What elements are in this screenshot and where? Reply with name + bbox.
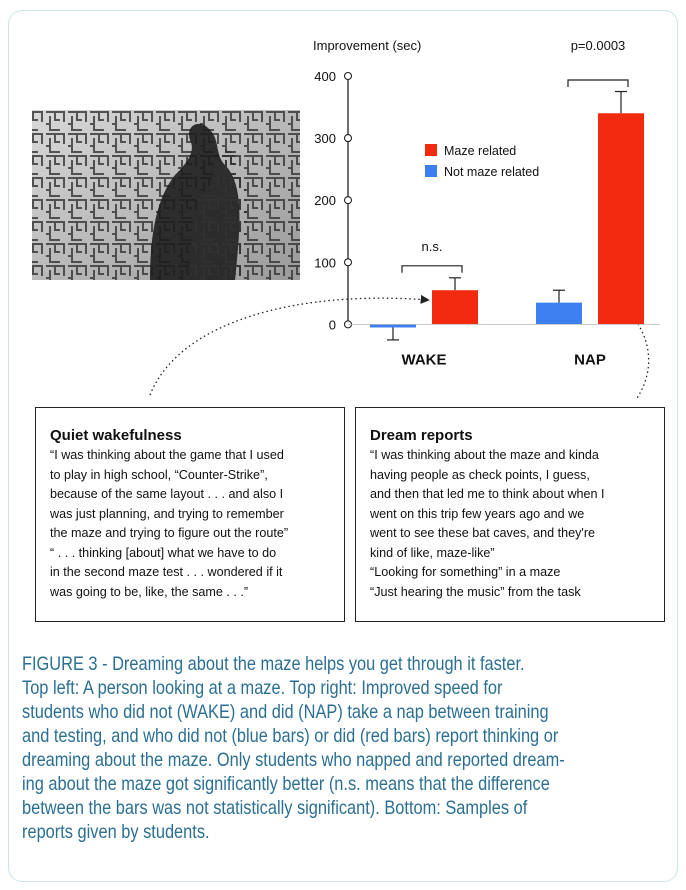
- caption-line: between the bars was not statistically s…: [22, 796, 568, 820]
- quote-line: because of the same layout . . . and als…: [50, 485, 344, 505]
- caption-line: and testing, and who did not (blue bars)…: [22, 724, 568, 748]
- quote-line: was going to be, like, the same . . .”: [50, 583, 344, 603]
- legend-label: Not maze related: [444, 165, 539, 179]
- bar: [598, 113, 644, 324]
- quote-line: was just planning, and trying to remembe…: [50, 505, 344, 525]
- quote-line: “ . . . thinking [about] what we have to…: [50, 544, 344, 564]
- y-tick-label: 200: [314, 193, 336, 208]
- y-tick: [345, 259, 352, 266]
- bar: [536, 303, 582, 325]
- annotation: n.s.: [422, 239, 443, 254]
- box-title: Quiet wakefulness: [50, 426, 344, 446]
- quote-line: to play in high school, “Counter-Strike”…: [50, 466, 344, 486]
- quote-line: “Just hearing the music” from the task: [370, 583, 664, 603]
- quote-line: in the second maze test . . . wondered i…: [50, 563, 344, 583]
- figure: Improvement (sec) 0 100 200 300 400 Maze rela…: [0, 0, 686, 400]
- y-tick-label: 100: [314, 255, 336, 270]
- caption-line: dreaming about the maze. Only students w…: [22, 748, 568, 772]
- maze-photo: [32, 110, 300, 280]
- caption-line: reports given by students.: [22, 820, 568, 844]
- caption-line: Top left: A person looking at a maze. To…: [22, 676, 568, 700]
- y-tick-label: 0: [329, 317, 336, 332]
- y-tick: [345, 73, 352, 80]
- quote-line: “I was thinking about the game that I us…: [50, 446, 344, 466]
- y-tick-label: 300: [314, 131, 336, 146]
- quote-line: having people as check points, I guess,: [370, 466, 664, 486]
- caption-line: FIGURE 3 - Dreaming about the maze helps…: [22, 652, 568, 676]
- x-tick-label: WAKE: [402, 351, 447, 368]
- box-title: Dream reports: [370, 426, 664, 446]
- quote-box: Dream reports “I was thinking about the …: [355, 407, 665, 622]
- quote-line: went on this trip few years ago and we: [370, 505, 664, 525]
- x-tick-label: NAP: [574, 351, 606, 368]
- quote-line: “Looking for something” in a maze: [370, 563, 664, 583]
- legend-swatch: [425, 165, 437, 177]
- caption-line: students who did not (WAKE) and did (NAP…: [22, 700, 568, 724]
- quote-line: went to see these bat caves, and they're: [370, 524, 664, 544]
- quote-line: and then that led me to think about when…: [370, 485, 664, 505]
- annotation: p=0.0003: [571, 38, 626, 53]
- quote-line: kind of like, maze-like”: [370, 544, 664, 564]
- significance-bracket: [568, 80, 628, 87]
- y-tick-label: 400: [314, 69, 336, 84]
- y-tick: [345, 197, 352, 204]
- legend-swatch: [425, 144, 437, 156]
- y-tick: [345, 135, 352, 142]
- quote-line: “I was thinking about the maze and kinda: [370, 446, 664, 466]
- quote-line: the maze and trying to figure out the ro…: [50, 524, 344, 544]
- significance-bracket: [402, 266, 462, 273]
- bar: [370, 324, 416, 327]
- legend-label: Maze related: [444, 144, 516, 158]
- caption-line: ing about the maze got significantly bet…: [22, 772, 568, 796]
- page: {"chart_data": {"type": "bar", "y_label"…: [0, 0, 686, 890]
- arrow: [150, 298, 428, 395]
- caption: FIGURE 3 - Dreaming about the maze helps…: [22, 652, 672, 844]
- y-axis-label: Improvement (sec): [313, 38, 421, 53]
- bar: [432, 290, 478, 324]
- quote-box: Quiet wakefulness “I was thinking about …: [35, 407, 345, 622]
